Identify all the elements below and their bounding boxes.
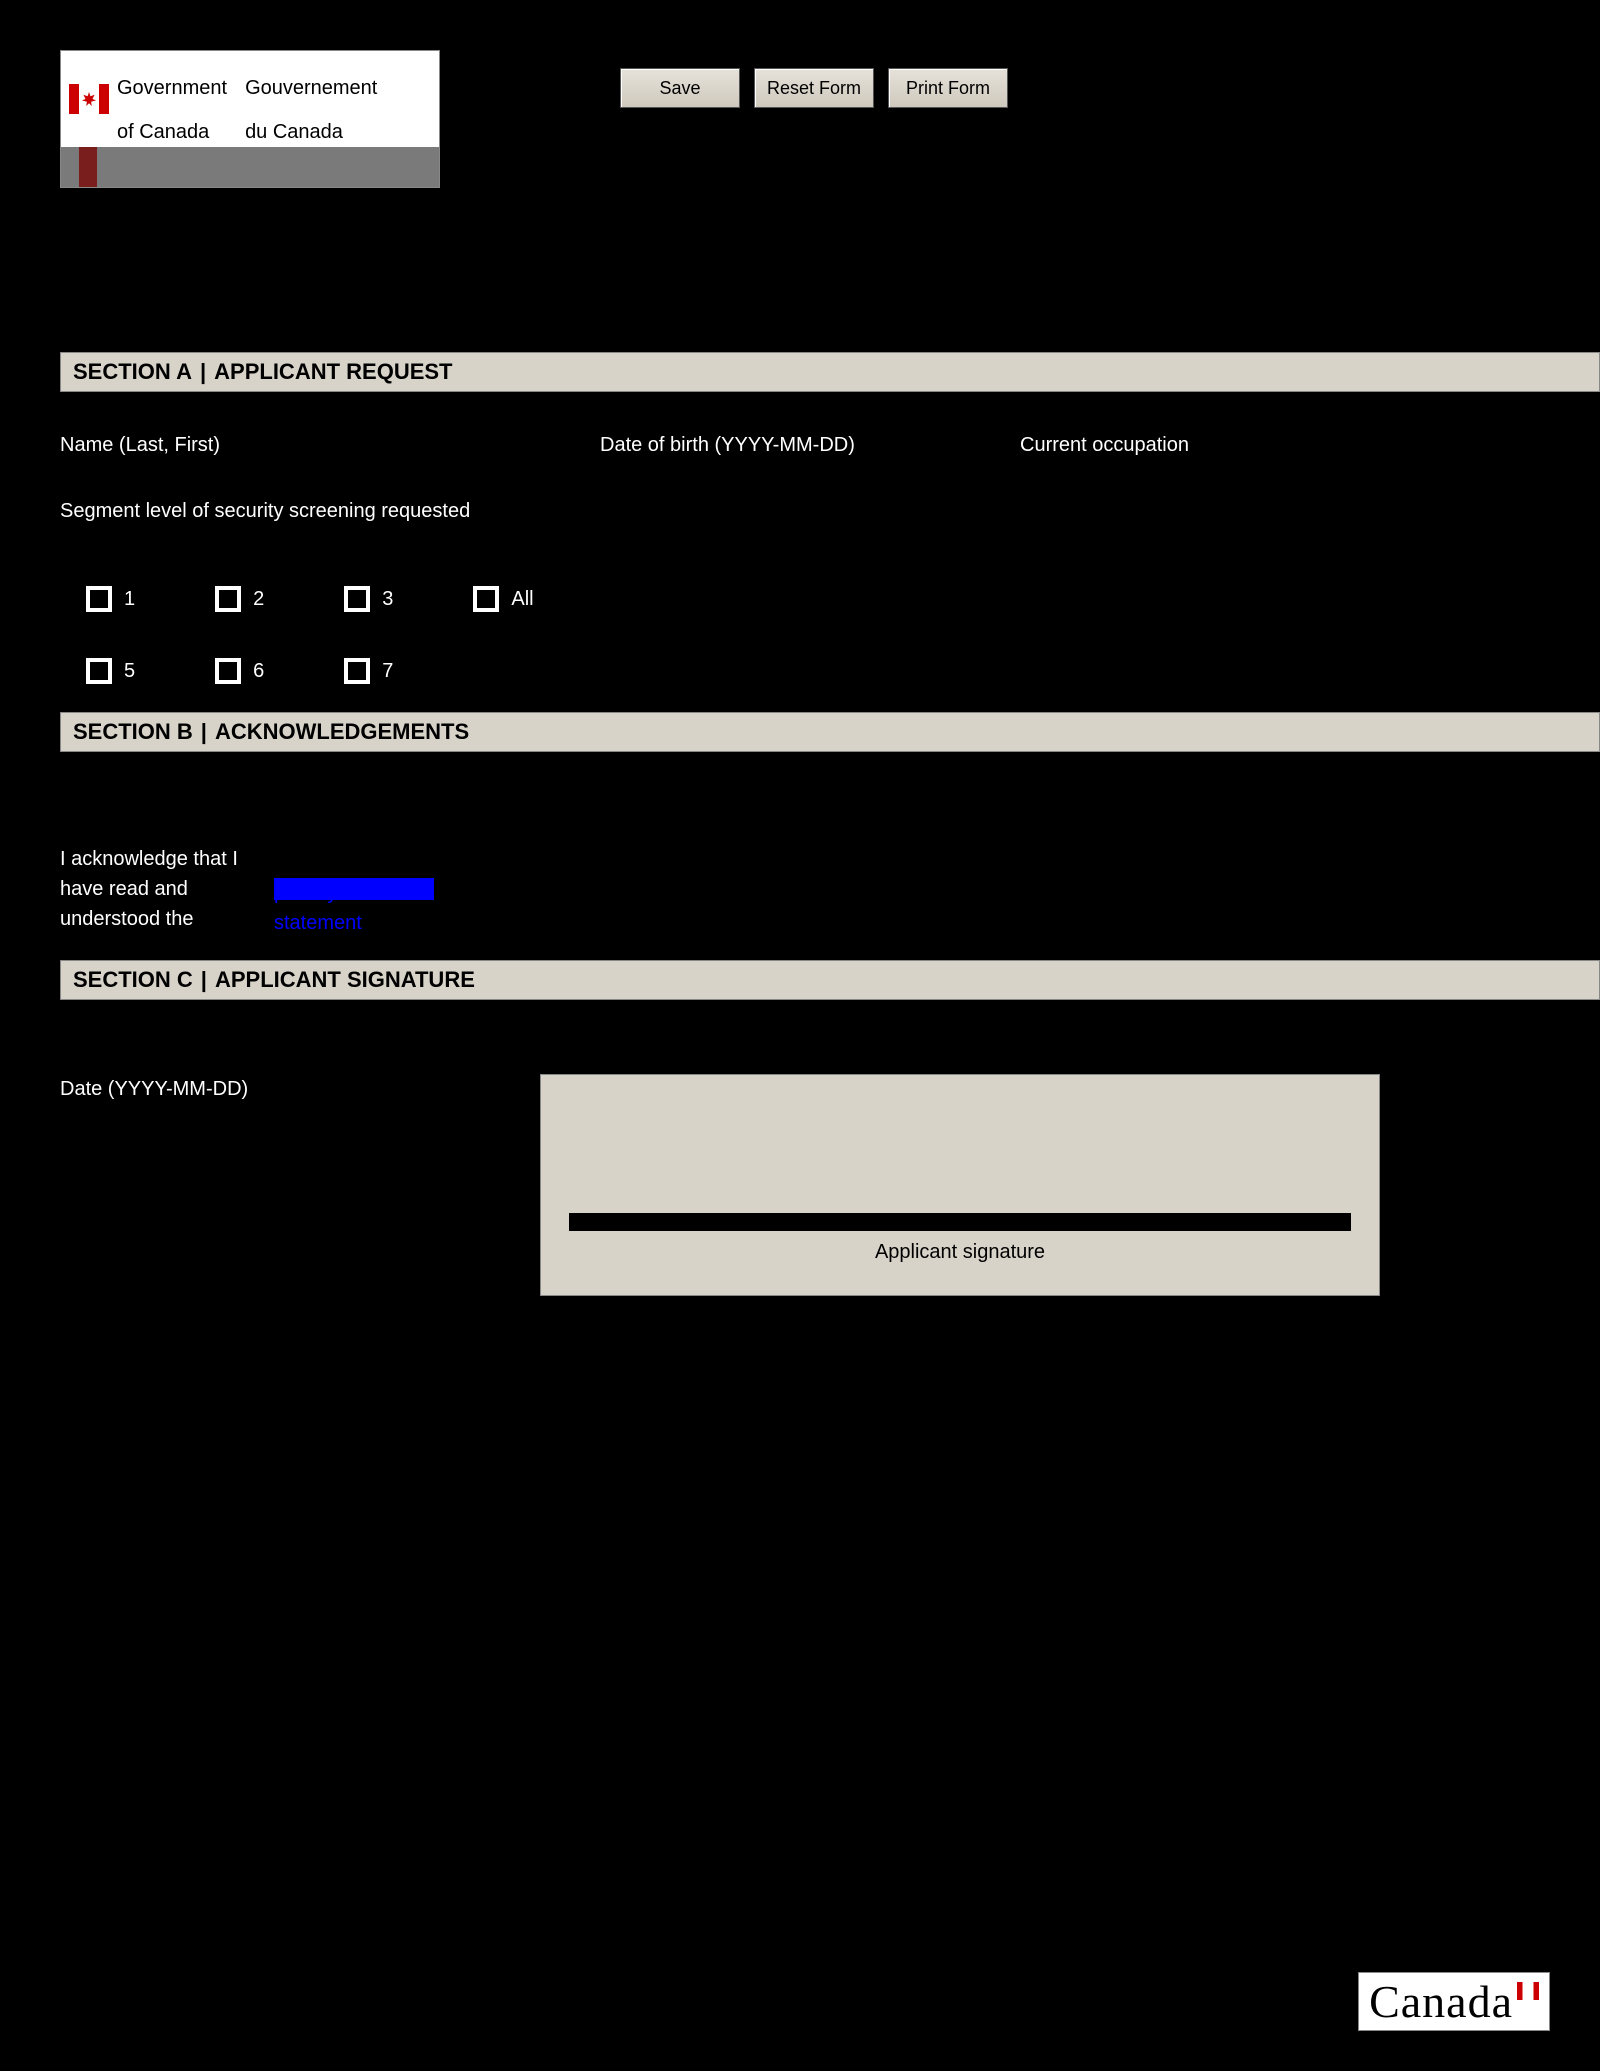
ack-lead-text: I acknowledge that I have read and under… bbox=[60, 844, 270, 934]
canada-flag-icon bbox=[1517, 1982, 1539, 2000]
occupation-field-label: Current occupation bbox=[1020, 430, 1540, 466]
segment-checkbox-7[interactable]: 7 bbox=[344, 656, 393, 686]
segment-checkbox-2[interactable]: 2 bbox=[215, 584, 264, 614]
canada-wordmark: Canada bbox=[1358, 1972, 1550, 2031]
section-c-title: APPLICANT SIGNATURE bbox=[215, 967, 475, 993]
signature-line bbox=[569, 1213, 1351, 1231]
segment-level-label: Segment level of security screening requ… bbox=[60, 496, 1540, 532]
privacy-notice-link[interactable]: privacy notice statement bbox=[274, 878, 434, 900]
gov-fr-line1: Gouvernement bbox=[245, 77, 377, 99]
form-title-area bbox=[60, 224, 1540, 334]
signature-pad[interactable]: Applicant signature bbox=[540, 1074, 1380, 1296]
ack-underline bbox=[438, 888, 1540, 890]
dob-field-label: Date of birth (YYYY-MM-DD) bbox=[600, 430, 980, 466]
canada-flag-icon bbox=[69, 84, 109, 114]
segment-checkbox-6[interactable]: 6 bbox=[215, 656, 264, 686]
segment-checkbox-5[interactable]: 5 bbox=[86, 656, 135, 686]
reset-form-button[interactable]: Reset Form bbox=[754, 68, 874, 108]
section-c-header: SECTION C | APPLICANT SIGNATURE bbox=[60, 960, 1600, 1000]
segment-checkbox-1[interactable]: 1 bbox=[86, 584, 135, 614]
segment-checkbox-3[interactable]: 3 bbox=[344, 584, 393, 614]
section-a-prefix: SECTION A bbox=[73, 359, 192, 385]
signature-date-label: Date (YYYY-MM-DD) bbox=[60, 1074, 320, 1110]
section-a-header: SECTION A | APPLICANT REQUEST bbox=[60, 352, 1600, 392]
gov-en-line2: of Canada bbox=[117, 121, 209, 143]
section-a-title: APPLICANT REQUEST bbox=[214, 359, 452, 385]
gov-en-line1: Government bbox=[117, 77, 227, 99]
gov-of-canada-logo: Government of Canada Gouvernement du Can… bbox=[60, 50, 440, 188]
section-b-title: ACKNOWLEDGEMENTS bbox=[215, 719, 469, 745]
print-form-button[interactable]: Print Form bbox=[888, 68, 1008, 108]
section-b-prefix: SECTION B bbox=[73, 719, 193, 745]
section-b-header: SECTION B | ACKNOWLEDGEMENTS bbox=[60, 712, 1600, 752]
save-button[interactable]: Save bbox=[620, 68, 740, 108]
gov-fr-line2: du Canada bbox=[245, 121, 343, 143]
signature-label: Applicant signature bbox=[569, 1237, 1351, 1267]
segment-checkbox-all[interactable]: All bbox=[473, 584, 533, 614]
section-c-prefix: SECTION C bbox=[73, 967, 193, 993]
name-field-label: Name (Last, First) bbox=[60, 430, 560, 466]
